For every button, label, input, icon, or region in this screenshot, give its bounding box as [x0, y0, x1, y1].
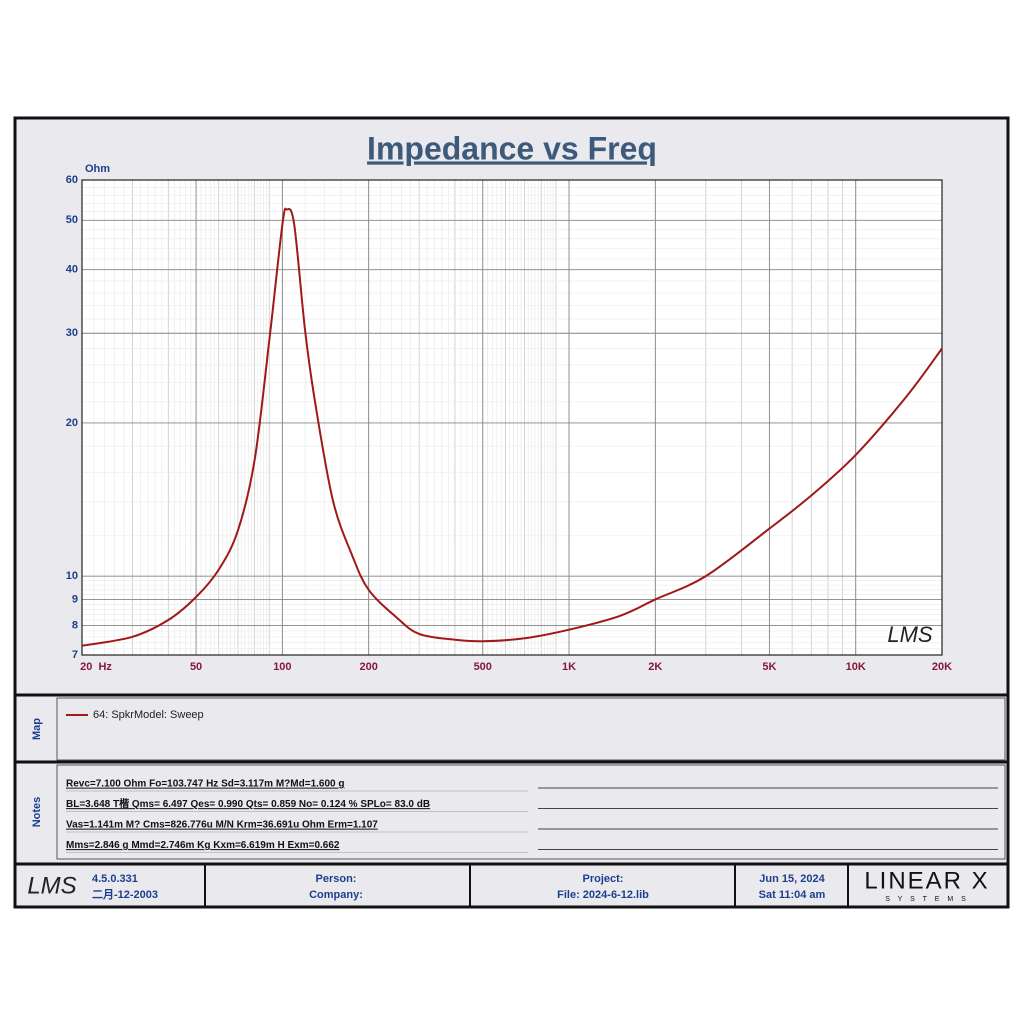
file: File: 2024-6-12.lib [557, 889, 649, 901]
project: Project: [583, 873, 624, 885]
y-tick-label: 7 [72, 649, 78, 661]
notes-panel [56, 764, 1006, 860]
note-line: Vas=1.141m M? Cms=826.776u M/N Krm=36.69… [66, 820, 378, 831]
time: Sat 11:04 am [759, 889, 826, 901]
map-panel [56, 697, 1006, 761]
brand: LINEAR X [864, 867, 989, 894]
note-line: BL=3.648 T楷 Qms= 6.497 Qes= 0.990 Qts= 0… [66, 797, 430, 810]
x-tick-label: 50 [190, 661, 202, 673]
plot-content [81, 207, 943, 647]
y-tick-label: 9 [72, 593, 78, 605]
notes-lines: Revc=7.100 Ohm Fo=103.747 Hz Sd=3.117m M… [66, 779, 998, 853]
build-date: 二月-12-2003 [92, 888, 158, 901]
x-tick-label: 5K [762, 661, 776, 673]
map-label: Map [31, 718, 43, 740]
x-tick-label: 20 Hz [80, 661, 112, 673]
note-line: Mms=2.846 g Mmd=2.746m Kg Kxm=6.619m H E… [66, 840, 340, 851]
notes-label: Notes [31, 797, 43, 828]
x-tick-label: 10K [846, 661, 866, 673]
y-tick-label: 40 [66, 264, 78, 276]
watermark: LMS [887, 622, 933, 647]
y-tick-label: 50 [66, 214, 78, 226]
x-tick-label: 500 [474, 661, 492, 673]
chart-title: Impedance vs Freq [367, 130, 657, 166]
person: Person: [316, 873, 357, 885]
legend-entry: 64: SpkrModel: Sweep [93, 709, 204, 721]
x-tick-label: 200 [359, 661, 377, 673]
brand-sub: S Y S T E M S [885, 896, 969, 903]
plot-border [81, 179, 943, 656]
y-tick-label: 20 [66, 417, 78, 429]
footer-dividers [204, 864, 849, 907]
y-tick-label: 60 [66, 174, 78, 186]
x-tick-label: 2K [648, 661, 662, 673]
company: Company: [309, 889, 363, 901]
note-line: Revc=7.100 Ohm Fo=103.747 Hz Sd=3.117m M… [66, 779, 344, 790]
y-unit: Ohm [85, 163, 110, 175]
date: Jun 15, 2024 [759, 873, 825, 885]
y-tick-label: 8 [72, 619, 78, 631]
plot-area [82, 180, 942, 655]
x-tick-label: 100 [273, 661, 291, 673]
footer-logo: LMS [27, 872, 76, 899]
y-tick-label: 30 [66, 327, 78, 339]
x-tick-label: 1K [562, 661, 576, 673]
version: 4.5.0.331 [92, 873, 138, 885]
x-tick-label: 20K [932, 661, 952, 673]
y-tick-label: 10 [66, 570, 78, 582]
impedance-curve [81, 207, 943, 647]
